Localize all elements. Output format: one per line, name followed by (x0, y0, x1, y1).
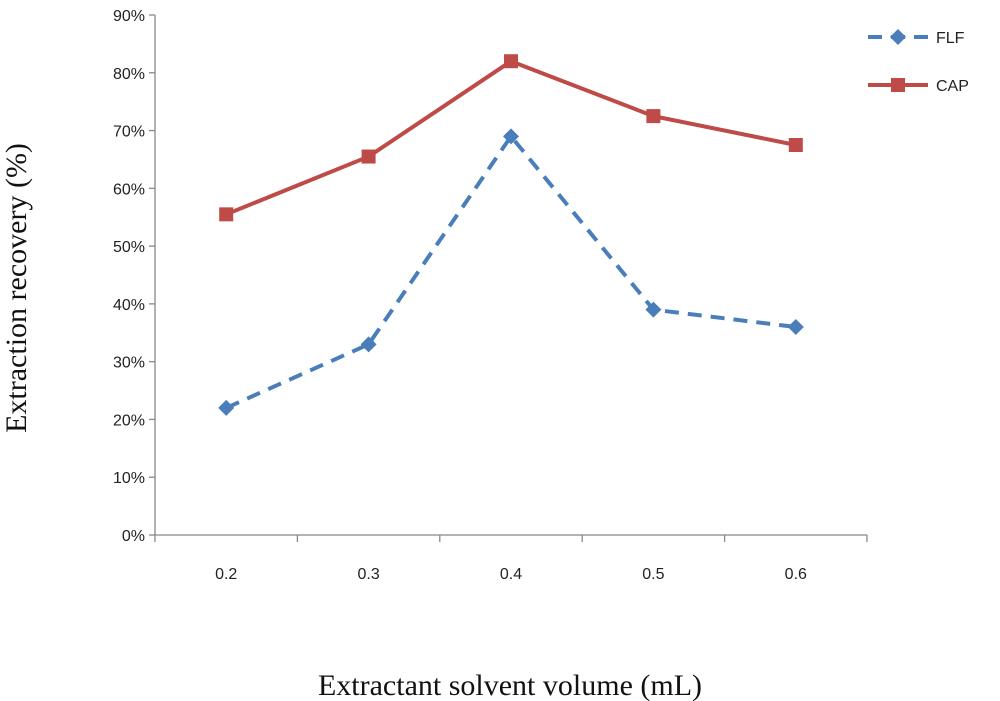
x-tick-label: 0.6 (785, 566, 807, 583)
x-tick-label: 0.5 (642, 566, 664, 583)
series-flf (218, 128, 804, 416)
y-tick-label: 20% (113, 412, 145, 429)
y-tick-label: 80% (113, 66, 145, 83)
series-line-flf (225, 134, 797, 410)
legend-label-cap: CAP (936, 78, 969, 95)
x-tick-label: 0.3 (357, 566, 379, 583)
series-cap (219, 54, 803, 222)
data-point-flf (218, 399, 235, 416)
legend-label-flf: FLF (936, 30, 965, 47)
y-tick-label: 50% (113, 239, 145, 256)
x-axis-title: Extractant solvent volume (mL) (318, 669, 702, 701)
series-layer (218, 54, 804, 416)
data-point-cap (646, 109, 661, 124)
data-point-cap (361, 149, 376, 164)
y-axis: 0% 10% 20% 30% 40% 50% 60% 70% 80% 90% (113, 8, 156, 545)
legend: FLF CAP (868, 29, 969, 95)
legend-marker-cap (891, 78, 905, 92)
x-tick-label: 0.4 (500, 566, 522, 583)
x-axis: 0.2 0.3 0.4 0.5 0.6 (154, 534, 868, 583)
data-point-cap (788, 138, 803, 152)
y-tick-label: 90% (113, 8, 145, 25)
data-point-flf (787, 319, 804, 335)
y-tick-label: 0% (122, 528, 145, 545)
y-tick-label: 60% (113, 181, 145, 198)
data-point-flf (503, 128, 519, 145)
data-point-flf (645, 301, 662, 318)
legend-marker-flf (890, 29, 906, 45)
data-point-flf (360, 336, 377, 353)
y-axis-title: Extraction recovery (%) (0, 143, 33, 433)
data-point-cap (219, 207, 234, 222)
y-tick-label: 30% (113, 355, 145, 372)
y-tick-label: 40% (113, 297, 145, 314)
x-tick-label: 0.2 (215, 566, 237, 583)
y-tick-label: 10% (113, 470, 145, 487)
y-tick-label: 70% (113, 124, 145, 141)
data-point-cap (504, 54, 518, 69)
legend-item-cap: CAP (868, 78, 969, 95)
legend-item-flf: FLF (868, 29, 965, 47)
